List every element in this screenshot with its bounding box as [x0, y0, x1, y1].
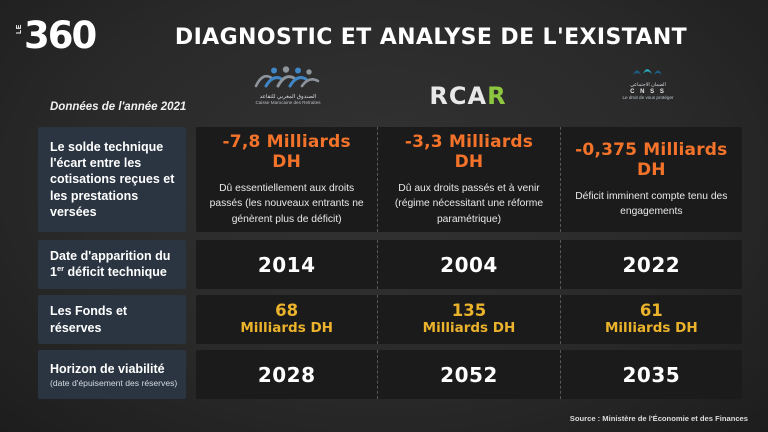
rcar-wordmark-main: RCA	[429, 82, 488, 110]
rcar-logo: RCAR	[402, 82, 534, 110]
table-row-viability: Horizon de viabilité (date d'épuisement …	[0, 350, 768, 399]
cnss-logo: الضمان الاجتماعي C N S S Le droit de vou…	[584, 63, 712, 101]
row-values-viability: 2028 2052 2035	[196, 350, 742, 399]
row-values-deficit-date: 2014 2004 2022	[196, 240, 742, 289]
cnss-birds-icon	[629, 65, 667, 82]
row-label-reserves: Les Fonds et réserves	[38, 295, 186, 344]
deficit-date-cmr: 2014	[257, 252, 316, 277]
solde-rcar-note: Dû aux droits passés et à venir (régime …	[394, 182, 544, 225]
cell-reserves-cmr: 68 Milliards DH	[196, 295, 377, 344]
row-values-solde-technique: -7,8 Milliards DH Dû essentiellement aux…	[196, 127, 742, 232]
reserves-cmr-unit: Milliards DH	[240, 320, 333, 337]
solde-rcar-value: -3,3 Milliards DH	[404, 131, 534, 172]
cell-solde-rcar: -3,3 Milliards DH Dû aux droits passés e…	[377, 127, 559, 232]
cmr-logo: الصندوق المغربي للتقاعد Caisse Marocaine…	[222, 66, 354, 106]
cell-solde-cnss: -0,375 Milliards DH Déficit imminent com…	[559, 127, 742, 232]
reserves-rcar-unit: Milliards DH	[422, 320, 516, 337]
solde-cnss-note: Déficit imminent compte tenu des engagem…	[575, 190, 728, 217]
cmr-people-icon	[253, 66, 323, 93]
viability-sublabel: (date d'épuisement des réserves)	[50, 377, 178, 388]
row-values-reserves: 68 Milliards DH 135 Milliards DH 61 Mill…	[196, 295, 742, 344]
cnss-arabic-name: الضمان الاجتماعي	[630, 83, 666, 88]
cell-deficit-date-cnss: 2022	[559, 240, 742, 289]
row-label-deficit-date: Date d'apparition du 1er déficit techniq…	[38, 240, 186, 289]
viability-cnss: 2035	[622, 362, 681, 387]
rcar-wordmark-accent: R	[487, 82, 507, 110]
reserves-cnss-unit: Milliards DH	[605, 320, 698, 337]
solde-cmr-value: -7,8 Milliards DH	[222, 131, 351, 172]
table-row-deficit-date: Date d'apparition du 1er déficit techniq…	[0, 240, 768, 289]
row-label-solde-technique: Le solde technique l'écart entre les cot…	[38, 127, 186, 232]
cell-viability-rcar: 2052	[377, 350, 559, 399]
viability-label: Horizon de viabilité	[50, 361, 165, 376]
cnss-acronym: C N S S	[630, 88, 666, 95]
rcar-wordmark: RCAR	[429, 82, 506, 110]
cnss-tagline: Le droit de vous protéger	[622, 95, 674, 101]
cmr-arabic-name: الصندوق المغربي للتقاعد	[259, 94, 317, 100]
le360-logo-number: 360	[24, 14, 97, 57]
deficit-date-label: Date d'apparition du 1er déficit techniq…	[50, 249, 171, 280]
cell-viability-cnss: 2035	[559, 350, 742, 399]
viability-rcar: 2052	[440, 362, 498, 387]
reserves-rcar-value: 135	[451, 301, 487, 321]
table-row-solde-technique: Le solde technique l'écart entre les cot…	[0, 127, 768, 232]
row-label-viability: Horizon de viabilité (date d'épuisement …	[38, 350, 186, 399]
le360-logo-prefix: LE	[16, 24, 23, 34]
cell-reserves-rcar: 135 Milliards DH	[377, 295, 559, 344]
table-row-reserves: Les Fonds et réserves 68 Milliards DH 13…	[0, 295, 768, 344]
cell-reserves-cnss: 61 Milliards DH	[559, 295, 742, 344]
deficit-date-cnss: 2022	[622, 252, 681, 277]
reserves-cnss-value: 61	[639, 301, 663, 321]
reserves-cmr-value: 68	[275, 301, 299, 321]
cell-solde-cmr: -7,8 Milliards DH Dû essentiellement aux…	[196, 127, 377, 232]
cmr-caption: Caisse Marocaine des Retraites	[255, 100, 321, 106]
source-credit: Source : Ministère de l'Économie et des …	[569, 414, 748, 423]
cell-viability-cmr: 2028	[196, 350, 377, 399]
cell-deficit-date-cmr: 2014	[196, 240, 377, 289]
year-note: Données de l'année 2021	[50, 101, 187, 113]
page-title: DIAGNOSTIC ET ANALYSE DE L'EXISTANT	[174, 25, 688, 50]
solde-cmr-note: Dû essentiellement aux droits passés (le…	[209, 182, 364, 225]
cell-deficit-date-rcar: 2004	[377, 240, 559, 289]
deficit-date-rcar: 2004	[440, 252, 498, 277]
viability-cmr: 2028	[257, 362, 316, 387]
solde-cnss-value: -0,375 Milliards DH	[575, 139, 728, 180]
le360-logo: LE 360	[14, 12, 124, 64]
